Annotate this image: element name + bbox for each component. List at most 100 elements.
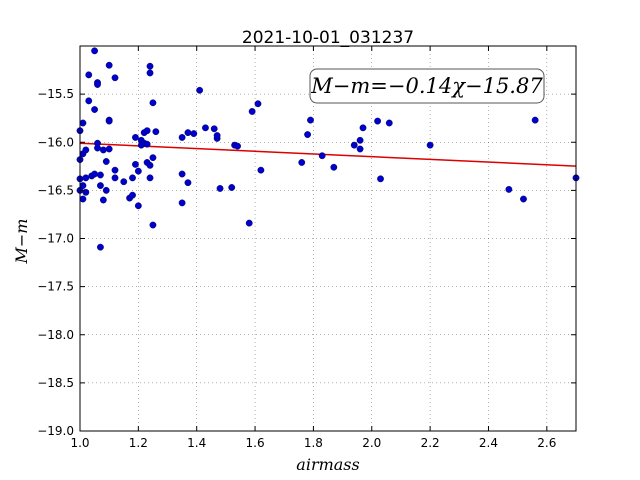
data-point: [184, 129, 192, 137]
data-point: [228, 184, 236, 191]
data-point: [377, 175, 384, 183]
data-point: [85, 71, 93, 79]
x-axis: 1.0 1.2 1.4 1.6 1.8 2.0 2.2 2.4 2.6: [70, 46, 556, 450]
data-point: [105, 145, 113, 153]
data-point: [149, 154, 157, 162]
y-tick-label: −17.0: [37, 232, 74, 246]
data-point: [304, 131, 311, 138]
data-point: [196, 86, 204, 94]
data-point: [374, 117, 381, 125]
data-point: [143, 127, 151, 135]
data-point: [99, 146, 107, 154]
data-point: [149, 221, 157, 229]
fit-equation-annotation: M−m=−0.14χ−15.87: [309, 68, 545, 104]
data-point: [85, 97, 93, 105]
x-axis-label: airmass: [296, 455, 359, 474]
data-point: [111, 174, 119, 182]
data-point: [120, 178, 128, 186]
x-tick-label: 1.0: [70, 436, 89, 450]
data-point: [111, 166, 119, 174]
data-point: [97, 171, 104, 179]
data-point: [79, 119, 87, 127]
data-point: [178, 199, 186, 207]
x-tick-label: 2.2: [421, 436, 440, 450]
data-point: [91, 170, 98, 178]
data-point: [152, 128, 160, 136]
data-point: [97, 182, 104, 189]
y-axis-label: M−m: [12, 219, 31, 265]
data-point: [102, 186, 110, 194]
data-point: [132, 160, 139, 168]
y-tick-label: −16.5: [37, 183, 74, 197]
data-point: [105, 61, 113, 69]
data-point: [520, 195, 527, 203]
y-tick-label: −19.0: [37, 424, 74, 438]
data-point: [178, 134, 186, 141]
data-points: [76, 47, 580, 251]
y-tick-label: −15.5: [37, 87, 74, 101]
data-point: [356, 136, 364, 144]
x-tick-label: 1.2: [129, 436, 148, 450]
annotation-box: [309, 68, 545, 104]
data-point: [146, 62, 154, 70]
data-point: [213, 132, 221, 139]
x-tick-label: 2.6: [537, 436, 556, 450]
y-axis: −15.5 −16.0 −16.5 −17.0 −17.5 −18.0 −18.5 −19.0: [37, 87, 576, 438]
data-point: [129, 174, 136, 182]
y-tick-label: −18.5: [37, 376, 74, 390]
data-point: [97, 243, 104, 251]
data-point: [132, 134, 139, 141]
data-point: [184, 179, 192, 187]
data-point: [146, 174, 154, 182]
data-point: [257, 166, 265, 174]
data-point: [330, 163, 338, 171]
data-point: [129, 191, 136, 199]
fit-line-group: [79, 142, 577, 167]
data-point: [505, 186, 513, 193]
x-tick-label: 1.6: [246, 436, 265, 450]
data-point: [307, 116, 314, 124]
data-point: [82, 174, 90, 182]
data-point: [99, 196, 107, 204]
data-point: [149, 99, 157, 107]
y-tick-label: −17.5: [37, 280, 74, 294]
data-point: [143, 140, 151, 148]
data-point: [248, 108, 256, 115]
y-tick-label: −16.0: [37, 135, 74, 149]
data-point: [356, 145, 364, 153]
data-point: [190, 130, 198, 137]
data-point: [105, 117, 113, 125]
data-point: [210, 125, 218, 133]
fit-line: [79, 142, 577, 167]
x-tick-label: 2.4: [479, 436, 498, 450]
data-point: [298, 159, 306, 166]
x-tick-label: 1.8: [304, 436, 323, 450]
x-tick-label: 1.4: [187, 436, 206, 450]
data-point: [216, 185, 224, 192]
data-point: [202, 124, 209, 132]
chart-title: 2021-10-01_031237: [242, 28, 414, 48]
data-point: [245, 219, 253, 227]
annotation-text: M−m=−0.14χ−15.87: [310, 74, 543, 98]
grid-lines: [79, 46, 576, 432]
data-point: [254, 100, 262, 108]
data-point: [350, 141, 358, 149]
data-point: [79, 195, 87, 203]
y-tick-label: −18.0: [37, 328, 74, 342]
data-point: [134, 167, 142, 175]
data-point: [318, 152, 326, 160]
data-point: [111, 74, 119, 82]
data-point: [94, 81, 101, 88]
data-point: [359, 124, 367, 132]
data-point: [146, 161, 154, 169]
x-tick-label: 2.0: [362, 436, 381, 450]
data-point: [234, 142, 241, 150]
data-point: [146, 69, 154, 77]
data-point: [531, 116, 539, 124]
data-point: [102, 158, 110, 165]
data-point: [426, 141, 434, 149]
data-point: [178, 170, 186, 178]
data-point: [385, 119, 393, 127]
data-point: [91, 47, 98, 55]
